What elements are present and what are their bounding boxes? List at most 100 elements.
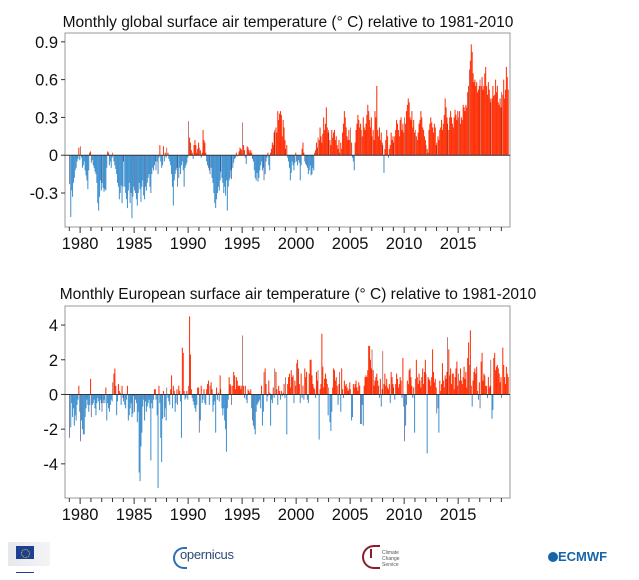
- bar-1991-09: [206, 155, 208, 162]
- bar-2018-01: [490, 359, 492, 395]
- bar-2019-06: [505, 366, 507, 395]
- bar-2016-03: [470, 44, 472, 156]
- bar-1998-12: [284, 140, 286, 156]
- bar-1991-10: [207, 155, 209, 166]
- bar-2010-03: [405, 111, 407, 156]
- bar-1990-04: [190, 150, 192, 156]
- bar-2008-12: [392, 384, 394, 395]
- bar-2009-02: [394, 394, 396, 400]
- bar-1996-11: [261, 394, 263, 426]
- bar-1985-06: [138, 155, 140, 183]
- bar-1985-01: [134, 394, 135, 412]
- bar-2017-06: [484, 73, 486, 156]
- bar-2013-05: [440, 127, 442, 156]
- bar-2010-08: [410, 377, 412, 395]
- bar-1986-09: [152, 155, 154, 168]
- bar-1984-05: [126, 155, 128, 209]
- bar-2001-02: [307, 155, 309, 175]
- bar-1981-10: [99, 394, 101, 411]
- bar-1989-10: [185, 155, 187, 166]
- x-tick-label: 1995: [224, 506, 261, 524]
- bar-2012-09: [432, 371, 434, 395]
- bar-1985-09: [141, 155, 143, 187]
- bar-2006-04: [363, 385, 365, 395]
- bar-1997-05: [267, 152, 269, 156]
- bar-2002-10: [325, 107, 327, 156]
- bar-1982-08: [108, 152, 110, 156]
- bar-2016-08: [475, 373, 477, 395]
- bar-2000-04: [298, 155, 300, 163]
- bar-2003-09: [335, 136, 337, 156]
- bar-1997-04: [266, 155, 268, 158]
- bar-2003-08: [334, 380, 336, 395]
- x-tick-label: 2015: [440, 235, 477, 253]
- bar-2015-06: [462, 104, 464, 156]
- bar-2004-06: [343, 111, 345, 156]
- bar-1998-06: [279, 113, 281, 156]
- bar-1986-05: [148, 394, 150, 400]
- bar-2008-02: [383, 384, 385, 395]
- bar-1996-09: [260, 155, 262, 166]
- bar-2018-11: [499, 98, 501, 156]
- bar-1979-02: [70, 394, 72, 428]
- bar-1991-07: [204, 394, 206, 404]
- bar-1988-01: [166, 387, 168, 395]
- bar-1981-10: [99, 155, 101, 197]
- bar-1998-10: [282, 392, 284, 395]
- bar-1987-04: [158, 385, 160, 395]
- bar-1994-02: [232, 385, 234, 395]
- x-tick-label: 1990: [170, 235, 207, 253]
- bar-2009-11: [402, 358, 404, 395]
- bar-1985-03: [135, 155, 137, 200]
- bar-1985-02: [135, 155, 137, 193]
- bar-2018-10: [498, 373, 500, 395]
- bar-1990-01: [188, 385, 189, 395]
- bar-2006-05: [364, 130, 366, 156]
- bar-2001-07: [312, 384, 314, 395]
- bar-2005-10: [358, 119, 360, 156]
- bar-1987-05: [159, 145, 161, 156]
- bar-2013-07: [441, 130, 443, 156]
- bar-1985-07: [139, 155, 141, 190]
- bar-1982-04: [104, 155, 106, 190]
- bar-2007-06: [376, 373, 378, 395]
- bar-2013-02: [437, 394, 439, 409]
- bar-1987-11: [164, 152, 166, 156]
- bar-2001-06: [311, 375, 313, 395]
- bar-2013-01: [436, 394, 438, 414]
- bar-1993-11: [229, 384, 231, 395]
- bar-1988-01: [166, 147, 168, 156]
- bar-1979-01: [69, 394, 70, 438]
- bar-2005-02: [351, 142, 353, 156]
- bar-1996-11: [261, 155, 263, 171]
- bar-1995-04: [244, 155, 246, 158]
- bar-1993-10: [228, 155, 230, 181]
- bar-1979-06: [73, 394, 75, 426]
- bar-1990-03: [189, 142, 191, 156]
- bar-1995-07: [247, 147, 249, 156]
- bar-2017-10: [487, 377, 489, 395]
- bar-1980-09: [87, 394, 89, 405]
- bar-1988-09: [173, 390, 175, 395]
- bar-2005-06: [354, 384, 356, 395]
- bar-1987-02: [156, 394, 158, 416]
- bar-2011-01: [414, 130, 416, 156]
- bar-2003-09: [335, 377, 337, 395]
- bar-2017-08: [486, 385, 488, 395]
- bar-1989-01: [177, 155, 178, 187]
- bar-2018-02: [491, 394, 493, 419]
- bar-1993-03: [222, 394, 224, 416]
- bar-2012-10: [433, 382, 435, 395]
- x-tick-label: 2010: [386, 235, 423, 253]
- bar-2017-11: [488, 387, 490, 395]
- bar-1995-05: [245, 155, 247, 165]
- bar-1990-06: [192, 155, 194, 159]
- bar-2000-04: [298, 384, 300, 395]
- bar-1995-01: [242, 335, 243, 395]
- bar-1999-10: [293, 155, 295, 171]
- bar-1999-04: [288, 377, 290, 395]
- bar-1989-09: [184, 394, 186, 400]
- bar-2012-02: [426, 148, 428, 156]
- bar-1988-02: [167, 394, 169, 398]
- bar-1980-07: [85, 155, 87, 176]
